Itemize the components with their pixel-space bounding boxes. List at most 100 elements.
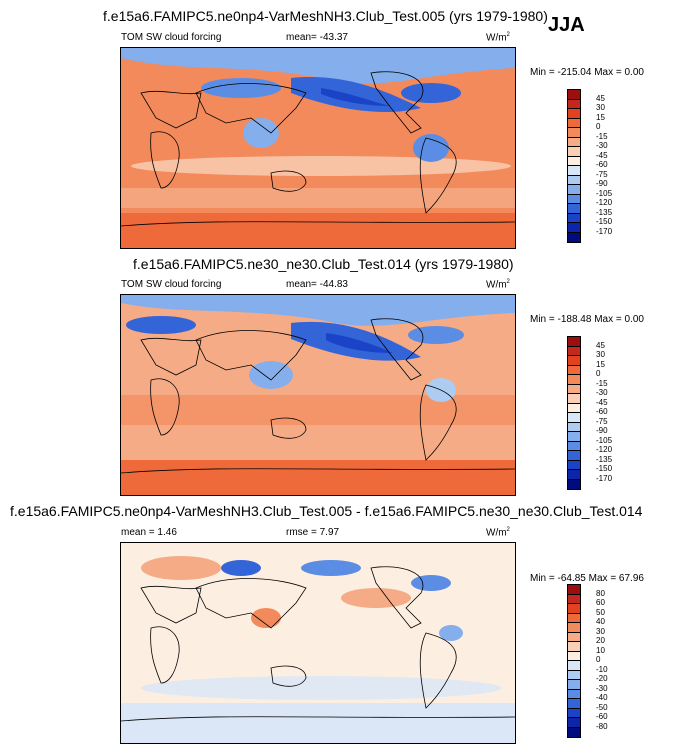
panel1-cbar-box-12	[568, 194, 580, 204]
panel3-cbar-box-1	[568, 585, 580, 595]
panel2-tropical-band	[121, 395, 515, 425]
panel1-variable: TOM SW cloud forcing	[121, 32, 222, 43]
panel2-australia-coast	[270, 417, 307, 439]
panel2-monsoon	[249, 361, 293, 389]
panel2-cbar-tick-7: -45	[596, 397, 608, 407]
panel1-cbar-tick-11: -105	[596, 188, 613, 198]
panel2-south-america-coast	[419, 384, 457, 461]
panel1-cbar-tick-6: -30	[596, 141, 608, 150]
panel1-midlat-band	[121, 188, 515, 208]
panel2-cbar-box-4	[568, 365, 580, 375]
panel1-arctic-cloud	[121, 48, 515, 84]
panel2-africa-coast	[150, 378, 180, 436]
panel2-cbar-tick-2: 30	[596, 350, 605, 359]
panel1-cbar-box-4	[568, 118, 580, 128]
panel3-cbar-box-7	[568, 642, 580, 652]
panel3-cbar-tick-8: 0	[596, 655, 601, 664]
panel3-pacific-positive	[341, 588, 411, 608]
panel2-asia-coast	[195, 330, 307, 381]
panel3-south-america-coast	[419, 632, 457, 709]
panel1-cbar-tick-9: -75	[596, 169, 608, 179]
panel2-europe-coast	[140, 337, 202, 376]
panel1-cbar-tick-8: -60	[596, 160, 608, 169]
panel1-cbar-box-7	[568, 147, 580, 157]
panel3-north-america-coast	[370, 566, 424, 629]
panel3-australia-coast	[270, 665, 307, 687]
panel2-cbar-box-2	[568, 346, 580, 356]
panel3-mean-label: mean =	[121, 527, 155, 538]
panel3-cbar-tick-15: -80	[596, 721, 608, 731]
panel1-europe-coast	[140, 90, 202, 129]
panel2-units: W/m2	[486, 279, 510, 290]
panel3-cbar-box-4	[568, 613, 580, 623]
panel2-units-text: W/m	[486, 279, 507, 291]
panel2-cbar-box-15	[568, 470, 580, 480]
panel1-cbar-box-13	[568, 204, 580, 214]
panel2-cbar-tick-11: -105	[596, 435, 613, 445]
panel3-rmse-label: rmse =	[286, 527, 317, 538]
panel3-asia-anomaly	[221, 560, 261, 576]
panel1-units-sup: 2	[506, 32, 510, 38]
panel3-cbar-box-16	[568, 727, 580, 737]
panel1-cbar-box-16	[568, 232, 580, 242]
panel2-mean-label: mean=	[286, 279, 317, 290]
panel2-cbar-box-9	[568, 413, 580, 423]
panel2-europe-cloud	[126, 316, 196, 334]
panel3-cbar-tick-14: -60	[596, 712, 608, 721]
season-label: JJA	[548, 14, 585, 36]
panel2-cbar-tick-14: -150	[596, 464, 613, 473]
panel2-cbar-tick-5: -15	[596, 378, 608, 388]
panel2-cbar-tick-13: -135	[596, 454, 613, 464]
panel3-mean-value: 1.46	[157, 527, 177, 538]
panel1-title: f.e15a6.FAMIPC5.ne0np4-VarMeshNH3.Club_T…	[103, 8, 548, 24]
panel2-variable: TOM SW cloud forcing	[121, 279, 222, 290]
panel1-asia-cloud	[201, 78, 281, 98]
panel2-cbar-box-5	[568, 375, 580, 385]
panel1-cbar-tick-5: -15	[596, 131, 608, 141]
panel2-cbar-box-8	[568, 403, 580, 413]
panel1-mean-label: mean=	[286, 32, 317, 43]
panel2-arctic-cloud	[121, 295, 515, 326]
panel1-cbar-box-2	[568, 99, 580, 109]
panel1-cbar-box-1	[568, 90, 580, 100]
panel1-atlantic-storm-track	[401, 83, 461, 103]
panel3-europe-anomaly	[141, 556, 221, 580]
panel2-units-sup: 2	[506, 279, 510, 285]
panel3-asia-coast	[195, 578, 307, 629]
panel1-cbar-box-11	[568, 185, 580, 195]
panel1-mean: mean= -43.37	[286, 32, 348, 43]
panel1-cbar-tick-2: 30	[596, 103, 605, 112]
panel3-rmse: rmse = 7.97	[286, 527, 339, 538]
panel2-cbar-labels: 45 30 15 0 -15 -30 -45 -60 -75 -90 -105 -120 -135 -15…	[596, 336, 636, 490]
panel1-antarctica-coast	[121, 221, 515, 227]
panel2-cbar-box-7	[568, 394, 580, 404]
panel1-monsoon	[243, 118, 279, 148]
panel2-cbar-box-16	[568, 479, 580, 489]
panel1-colorbar	[567, 89, 581, 243]
panel1-cbar-tick-7: -45	[596, 150, 608, 160]
panel2-cbar-tick-3: 15	[596, 359, 605, 369]
panel1-cbar-tick-13: -135	[596, 207, 613, 217]
panel1-itcz	[131, 156, 511, 176]
panel2-north-america-coast	[370, 318, 424, 381]
panel3-cbar-tick-2: 60	[596, 598, 605, 607]
panel2-cbar-tick-1: 45	[596, 340, 605, 350]
panel2-cbar-box-11	[568, 432, 580, 442]
panel2-mean-value: -44.83	[319, 279, 348, 290]
panel2-cbar-box-6	[568, 384, 580, 394]
panel3-rmse-value: 7.97	[319, 527, 340, 538]
panel3-pacific-anomaly	[301, 560, 361, 576]
panel3-cbar-box-11	[568, 680, 580, 690]
panel2-cbar-tick-10: -90	[596, 426, 608, 435]
panel1-pacific-storm-track	[291, 77, 421, 113]
panel1-southern-band	[121, 213, 515, 248]
panel3-europe-coast	[140, 585, 202, 624]
panel1-cbar-box-14	[568, 213, 580, 223]
panel1-cbar-labels: 45 30 15 0 -15 -30 -45 -60 -75 -90 -105 -120 -135 -15…	[596, 89, 636, 243]
panel1-asia-coast	[195, 83, 307, 134]
panel2-cbar-tick-8: -60	[596, 407, 608, 416]
panel3-units-text: W/m	[486, 527, 507, 539]
panel2-cbar-tick-9: -75	[596, 416, 608, 426]
panel3-cbar-tick-9: -10	[596, 664, 608, 674]
panel3-map	[120, 542, 516, 744]
